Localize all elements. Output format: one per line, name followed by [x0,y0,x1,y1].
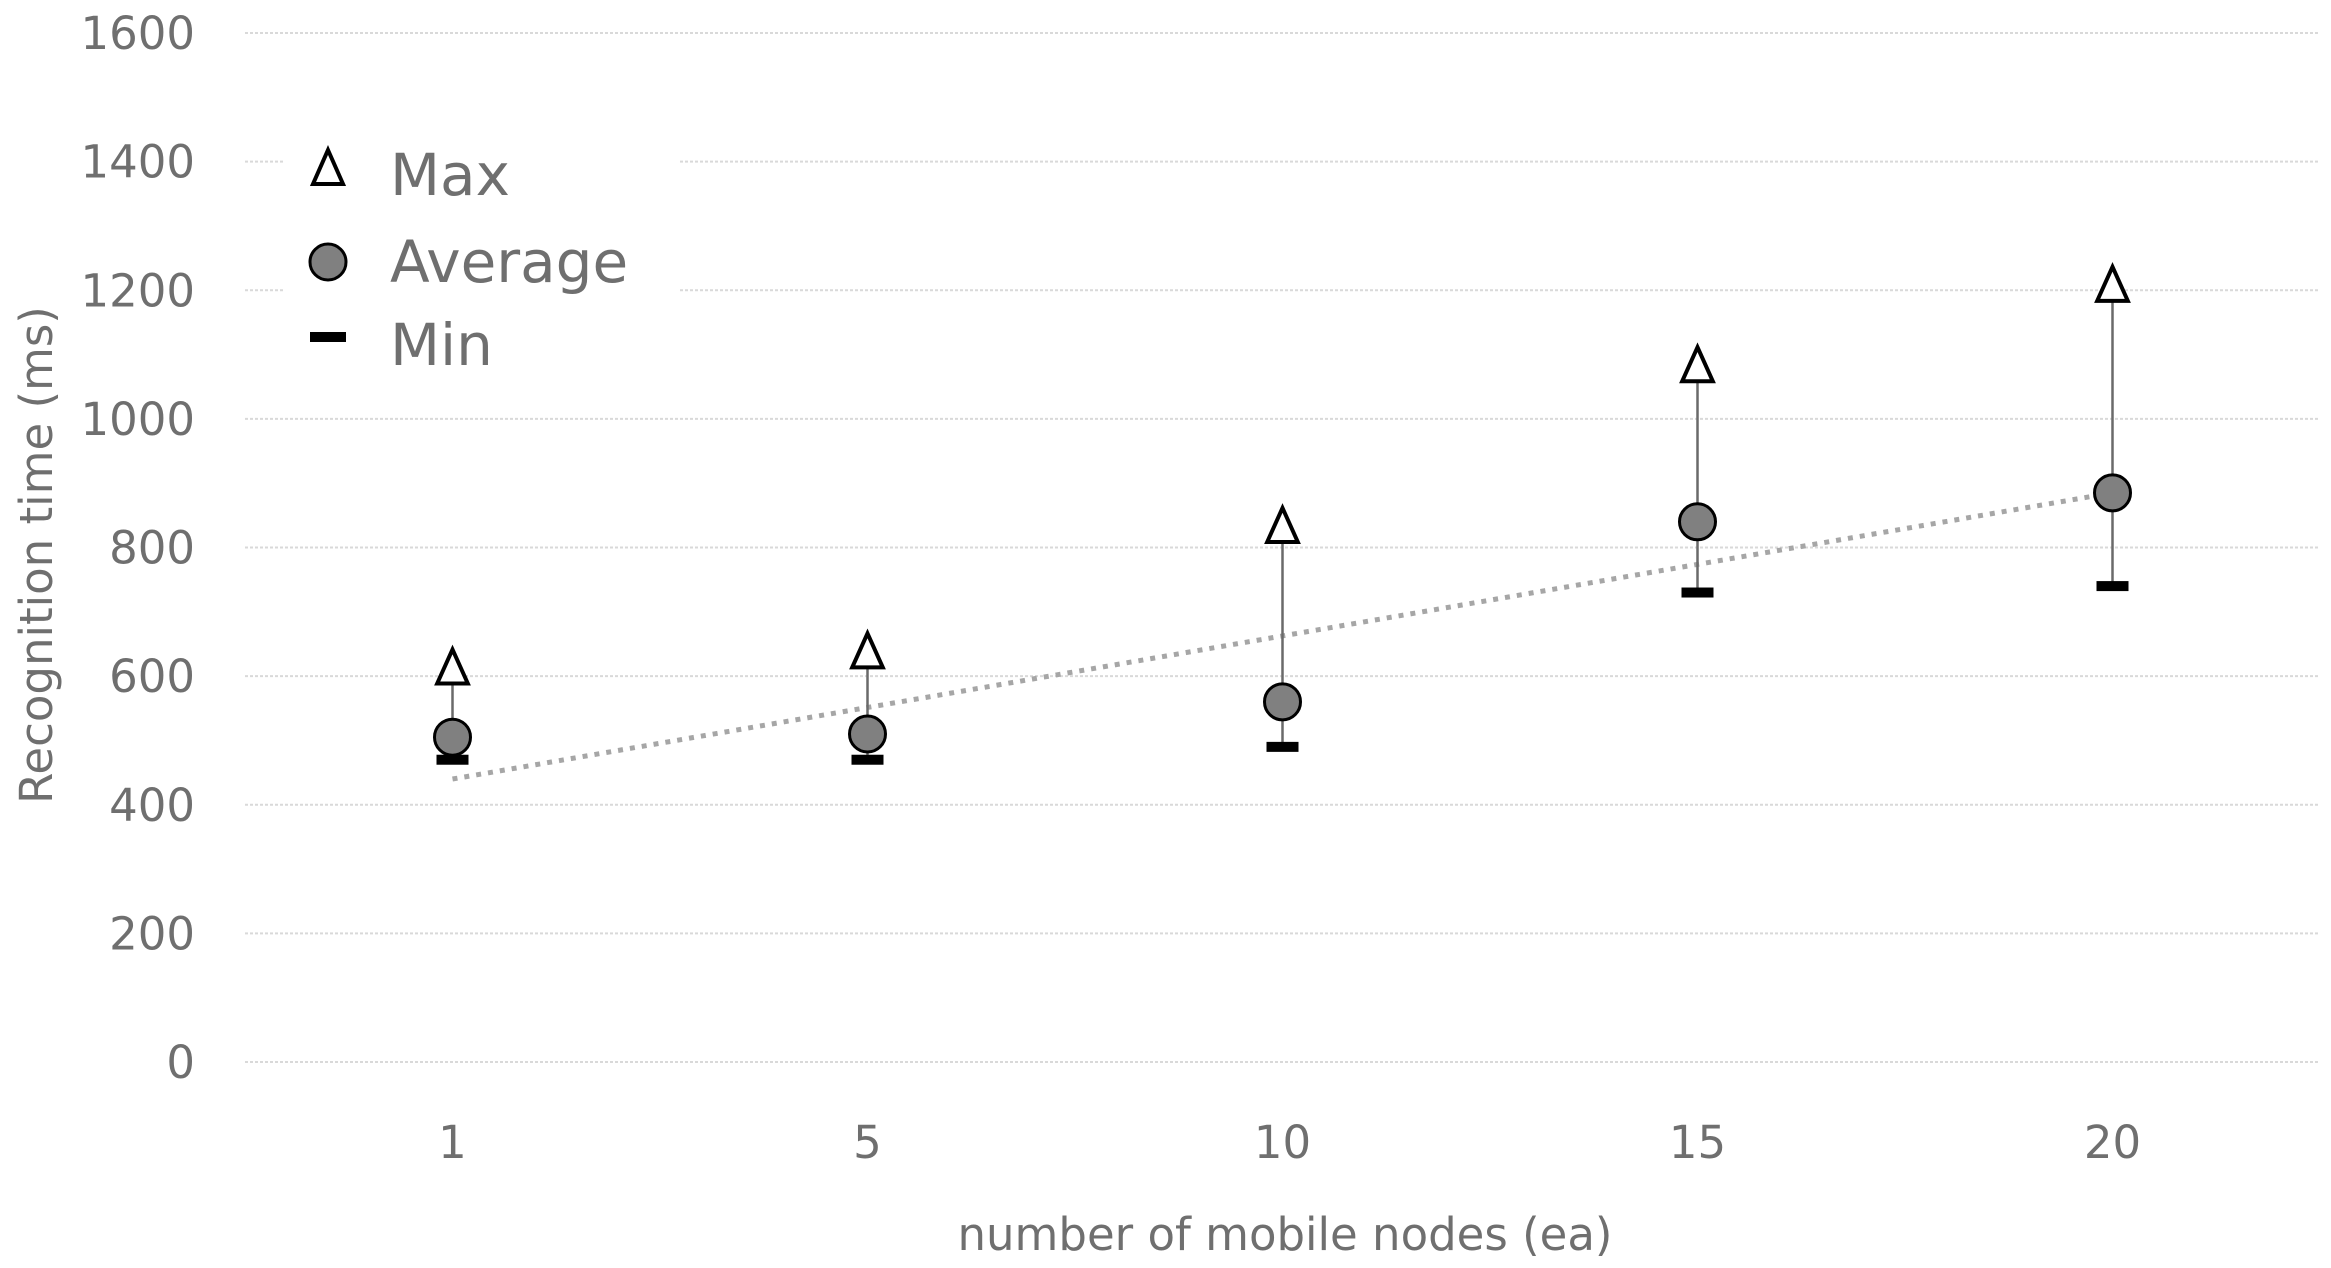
y-tick-label: 400 [109,779,195,832]
average-point-1 [433,717,472,757]
y-tick-label: 800 [109,522,195,575]
x-tick-label: 20 [2084,1116,2141,1169]
x-tick-label: 15 [1669,1116,1726,1169]
average-point-15 [1678,502,1717,542]
legend-background [285,135,680,410]
min-point-1 [436,754,469,765]
y-tick-label: 1000 [80,393,195,446]
average-point-5 [848,714,887,754]
y-axis-title: Recognition time (ms) [10,306,63,804]
legend: Max Average Min [285,135,680,410]
legend-label-min: Min [390,311,493,379]
marker-layer [433,261,2132,765]
max-point-1 [434,644,471,686]
y-tick-label: 1200 [80,264,195,317]
max-point-20 [2094,261,2131,303]
y-tick-label: 0 [166,1036,195,1089]
average-point-20 [2093,473,2132,513]
max-point-10 [1264,503,1301,544]
legend-label-max: Max [390,141,510,209]
max-point-15 [1679,342,1716,384]
y-tick-label: 600 [109,650,195,703]
average-point-10 [1263,682,1302,722]
min-point-5 [851,754,884,765]
y-tick-label: 1600 [80,7,195,60]
legend-max-marker-icon [309,145,347,186]
min-point-20 [2096,581,2129,592]
x-tick-label: 10 [1254,1116,1311,1169]
x-tick-label: 5 [853,1116,882,1169]
y-tick-labels: 0 200 400 600 800 1000 1200 1400 1600 [80,7,195,1089]
legend-label-average: Average [390,228,628,296]
x-tick-labels: 1 5 10 15 20 [438,1116,2141,1169]
legend-average-marker-icon [308,242,348,282]
x-axis-title: number of mobile nodes (ea) [958,1208,1613,1261]
min-point-10 [1266,741,1299,752]
max-point-5 [849,628,886,670]
y-tick-label: 1400 [80,136,195,189]
x-tick-label: 1 [438,1116,467,1169]
legend-min-marker-icon [310,332,346,342]
min-point-15 [1681,587,1714,598]
y-tick-label: 200 [109,907,195,960]
